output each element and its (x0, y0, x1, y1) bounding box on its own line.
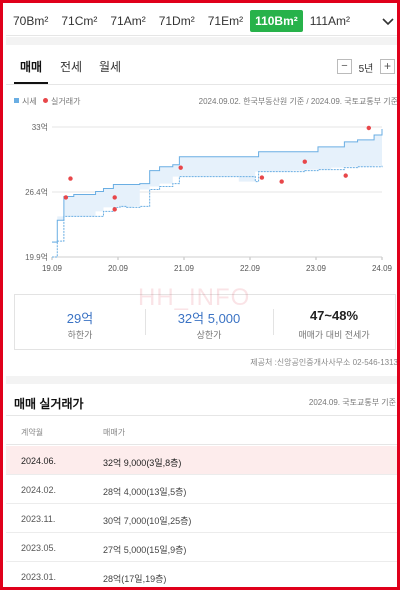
tab-monthly[interactable]: 월세 (99, 60, 122, 74)
area-tab-bar: 70Bm² 71Cm² 71Am² 71Dm² 71Em² 110Bm² 111… (6, 6, 397, 36)
real-trade-table-header: 계약월 매매가 (6, 415, 397, 445)
legend-sise-label: 시세 (22, 97, 37, 106)
x-tick-label: 19.09 (42, 264, 63, 273)
real-trade-point (68, 176, 73, 181)
area-tab-71c[interactable]: 71Cm² (61, 13, 98, 28)
sise-lower-line (52, 165, 383, 258)
section-divider (6, 37, 397, 45)
row-date: 2023.11. (21, 514, 56, 524)
period-label: 5년 (358, 64, 374, 75)
summary-divider (273, 309, 274, 335)
real-trade-point (366, 125, 371, 131)
chart-legend: 시세 실거래가 2024.09.02. 한국부동산원 기준 / 2024.09.… (6, 94, 398, 108)
jeonse-ratio: 47~48% 매매가 대비 전세가 (273, 295, 395, 349)
real-trade-point (343, 173, 348, 178)
x-tick-label: 23.09 (306, 264, 327, 273)
trade-type-tabs: 매매 전세 월세 − 5년 + (6, 45, 397, 85)
table-row[interactable]: 2023.05. 27억 5,000(15일,9층) (6, 533, 397, 562)
real-trade-point (178, 165, 183, 170)
real-trade-source: 2024.09. 국토교통부 기준 (308, 398, 396, 407)
active-tab-indicator (14, 82, 48, 84)
legend-sise-swatch (14, 98, 19, 103)
jeonse-ratio-value: 47~48% (309, 308, 359, 323)
real-trade-point (279, 179, 284, 184)
chart-source-note: 2024.09.02. 한국부동산원 기준 / 2024.09. 국토교통부 기… (198, 97, 398, 106)
row-price: 28억(17일,19층) (103, 574, 167, 584)
real-trade-point (302, 159, 307, 164)
summary-divider (145, 309, 146, 335)
legend-real-label: 실거래가 (51, 97, 81, 106)
zoom-out-button[interactable]: − (337, 59, 352, 74)
real-trade-point (63, 195, 69, 200)
lower-price-value: 29억 (66, 311, 94, 326)
table-row[interactable]: 2023.01. 28억(17일,19층) (6, 562, 397, 587)
section-divider (6, 376, 397, 384)
area-tab-110b[interactable]: 110Bm² (250, 9, 303, 32)
real-trade-title: 매매 실거래가 (14, 397, 84, 411)
y-tick-label: 19.9억 (25, 252, 48, 262)
x-tick-label: 21.09 (174, 264, 195, 273)
row-price: 28억 4,000(13일,5층) (103, 487, 187, 497)
page: 70Bm² 71Cm² 71Am² 71Dm² 71Em² 110Bm² 111… (6, 6, 398, 587)
chevron-down-icon[interactable] (380, 13, 396, 29)
tab-sale[interactable]: 매매 (20, 60, 43, 74)
row-date: 2024.02. (21, 485, 57, 495)
table-row[interactable]: 2024.02. 28억 4,000(13일,5층) (6, 475, 397, 504)
price-chart: 33억 26.4억 19.9억 19.09 20.09 21.09 22.09 23.09 24… (25, 122, 393, 273)
real-trade-point (112, 207, 117, 212)
row-price: 27억 5,000(15일,9층) (103, 545, 187, 555)
row-price: 30억 7,000(10일,25층) (103, 516, 192, 526)
row-price: 32억 9,000(3일,8층) (103, 458, 182, 468)
sise-band-fill (52, 128, 382, 257)
area-tab-71e[interactable]: 71Em² (207, 13, 244, 28)
price-summary-box: 29억 하한가 32억 5,000 상한가 47~48% 매매가 대비 전세가 (14, 294, 396, 350)
y-tick-label: 26.4억 (25, 187, 48, 197)
row-date: 2023.01. (21, 572, 57, 582)
lower-price: 29억 하한가 (15, 295, 145, 349)
row-date: 2023.05. (21, 543, 57, 553)
zoom-in-button[interactable]: + (380, 59, 395, 74)
upper-price: 32억 5,000 상한가 (145, 295, 273, 349)
header-sale-price: 매매가 (103, 428, 126, 437)
x-tick-label: 24.09 (372, 264, 393, 273)
real-trade-point (259, 175, 265, 180)
legend-real-swatch (43, 98, 48, 103)
table-row[interactable]: 2024.06. 32억 9,000(3일,8층) (6, 446, 397, 475)
x-tick-label: 20.09 (108, 264, 129, 273)
area-tab-71d[interactable]: 71Dm² (158, 13, 195, 28)
table-row[interactable]: 2023.11. 30억 7,000(10일,25층) (6, 504, 397, 533)
provider-info: 제공처 :신앙공인중개사사무소 02-546-1313 (250, 358, 398, 367)
upper-price-label: 상한가 (196, 330, 222, 340)
tab-jeonse[interactable]: 전세 (60, 60, 83, 74)
watermark: HH_INFO (138, 284, 251, 311)
area-tab-111a[interactable]: 111Am² (309, 13, 351, 28)
jeonse-ratio-label: 매매가 대비 전세가 (298, 330, 370, 340)
area-tab-71a[interactable]: 71Am² (110, 13, 146, 28)
header-contract-month: 계약월 (21, 428, 44, 437)
real-trade-point (112, 195, 117, 200)
x-tick-label: 22.09 (240, 264, 261, 273)
area-tab-70b[interactable]: 70Bm² (13, 13, 49, 28)
sise-upper-line (52, 128, 383, 243)
lower-price-label: 하한가 (67, 330, 93, 340)
y-tick-label: 33억 (32, 122, 48, 132)
upper-price-value: 32억 5,000 (177, 311, 241, 326)
row-date: 2024.06. (21, 456, 57, 466)
